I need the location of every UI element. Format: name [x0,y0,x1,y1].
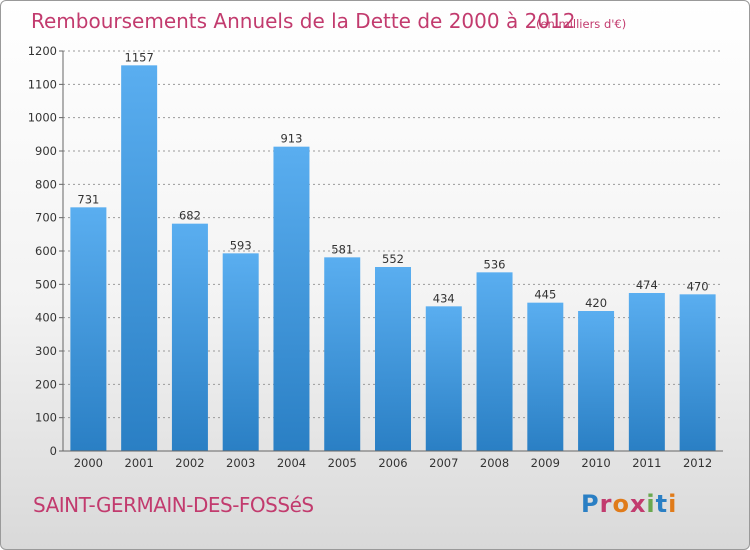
value-label-2008: 536 [484,257,506,271]
x-tick-label-2010: 2010 [581,456,610,470]
bar-2006 [375,267,411,451]
bar-2001 [121,65,158,451]
brand-letter: i [646,490,656,518]
value-label-2012: 470 [687,279,709,293]
y-tick-label: 0 [50,444,57,458]
x-tick-label-2009: 2009 [531,456,560,470]
x-tick-label-2008: 2008 [480,456,509,470]
y-tick-label: 1000 [28,111,57,125]
brand-letter: t [655,490,669,518]
bar-2011 [628,293,665,451]
bar-2003 [222,253,259,451]
y-tick-label: 200 [35,377,57,391]
x-tick-label-2006: 2006 [378,456,407,470]
brand-logo: Proxiti [581,490,677,518]
x-tick-label-2000: 2000 [74,456,103,470]
y-tick-label: 800 [35,177,57,191]
bar-2012 [679,294,716,451]
x-tick-label-2012: 2012 [683,456,712,470]
bar-2004 [273,146,310,451]
x-tick-label-2003: 2003 [226,456,255,470]
city-name: SAINT-GERMAIN-DES-FOSSéS [33,493,314,517]
bar-2010 [578,311,615,451]
x-axis-ticks: 2000 2001 2002 2003 2004 2005 2006 2007 2008 2009… [74,456,713,470]
value-label-2006: 552 [382,252,404,266]
brand-letter: P [581,490,600,518]
y-axis-ticks: 0 100 200 300 400 500 600 700 800 900 1000 1100 1200 [28,44,63,458]
value-label-2011: 474 [636,278,658,292]
brand-letter: i [668,490,678,518]
bars [70,65,716,451]
bar-2008 [476,272,513,451]
chart-unit: (en milliers d'€) [536,17,626,31]
y-tick-label: 600 [35,244,57,258]
bar-2009 [527,302,564,451]
bar-2000 [70,207,107,451]
y-tick-label: 1100 [28,77,57,91]
value-label-2000: 731 [77,192,99,206]
value-label-2005: 581 [331,242,353,256]
x-tick-label-2011: 2011 [632,456,661,470]
value-labels: 731 1157 682 593 913 581 552 434 536 445 420 474 470 [77,50,708,310]
value-label-2009: 445 [534,288,556,302]
y-tick-label: 900 [35,144,57,158]
bar-2002 [171,223,208,451]
x-tick-label-2007: 2007 [429,456,458,470]
brand-letter: o [612,490,630,518]
value-label-2010: 420 [585,296,607,310]
value-label-2001: 1157 [125,50,154,64]
x-tick-label-2001: 2001 [125,456,154,470]
y-tick-label: 400 [35,311,57,325]
value-label-2007: 434 [433,291,455,305]
value-label-2004: 913 [280,132,302,146]
x-tick-label-2005: 2005 [328,456,357,470]
y-tick-label: 100 [35,411,57,425]
bar-2005 [324,257,361,451]
y-tick-label: 1200 [28,44,57,58]
x-tick-label-2002: 2002 [175,456,204,470]
brand-letter: x [629,490,647,518]
value-label-2002: 682 [179,209,201,223]
y-tick-label: 500 [35,277,57,291]
y-tick-label: 700 [35,211,57,225]
y-tick-label: 300 [35,344,57,358]
brand-letter: r [599,490,613,518]
chart-title: Remboursements Annuels de la Dette de 20… [31,9,575,33]
value-label-2003: 593 [230,238,252,252]
bar-2007 [425,306,462,451]
x-tick-label-2004: 2004 [277,456,306,470]
